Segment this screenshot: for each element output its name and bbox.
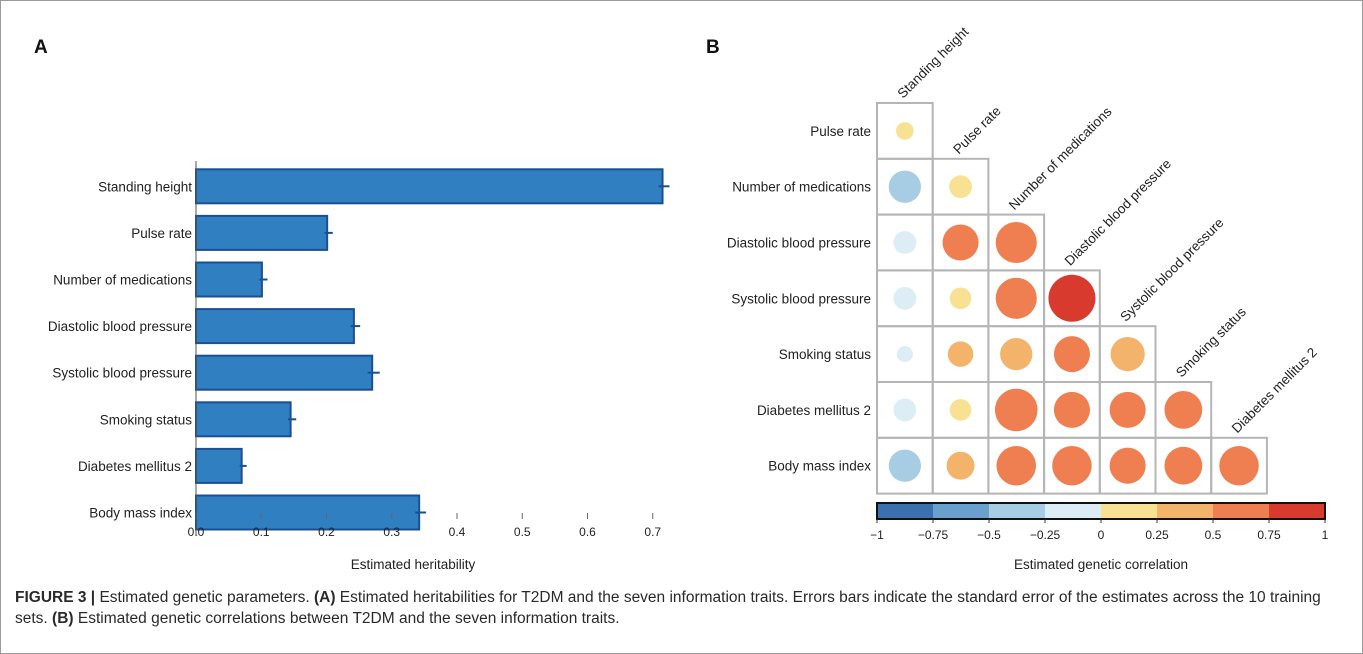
correlation-circle xyxy=(996,445,1037,486)
caption-label: FIGURE 3 | xyxy=(15,589,96,606)
bar xyxy=(195,401,292,438)
legend-swatch xyxy=(1269,503,1325,519)
panel-b-label: B xyxy=(706,37,720,58)
correlation-circle xyxy=(888,170,921,203)
correlation-circle xyxy=(893,286,917,310)
matrix-row-label: Smoking status xyxy=(779,347,872,362)
legend-swatch xyxy=(1213,503,1269,519)
correlation-circle xyxy=(1164,446,1203,485)
matrix-cell xyxy=(1210,436,1268,495)
bar-category-label: Body mass index xyxy=(89,506,192,521)
bar-category-label: Systolic blood pressure xyxy=(52,366,192,381)
bar xyxy=(195,214,329,251)
correlation-circle xyxy=(1109,447,1146,484)
bar-category-label: Diastolic blood pressure xyxy=(48,319,192,334)
correlation-circle xyxy=(946,451,975,480)
correlation-circle xyxy=(994,388,1038,432)
caption-text-2: Estimated heritabilities for T2DM and th… xyxy=(15,589,1321,627)
x-tick-label: 0.4 xyxy=(449,525,466,539)
correlation-circle xyxy=(1219,445,1259,486)
bar-category-label: Number of medications xyxy=(53,273,192,288)
legend-tick-label: −0.25 xyxy=(1030,528,1061,542)
correlation-circle xyxy=(1110,336,1145,372)
correlation-circle xyxy=(1053,391,1090,428)
correlation-circle xyxy=(942,224,979,261)
caption-text-1: Estimated genetic parameters. xyxy=(95,589,314,606)
caption-b-marker: (B) xyxy=(52,610,74,627)
correlation-circle xyxy=(995,277,1037,319)
legend-swatch xyxy=(1157,503,1213,519)
legend-tick-label: 0 xyxy=(1098,528,1105,542)
correlation-circle xyxy=(1053,336,1090,373)
correlation-circle xyxy=(1109,391,1146,428)
correlation-circle xyxy=(1000,337,1033,371)
figure-caption: FIGURE 3 | Estimated genetic parameters.… xyxy=(15,587,1350,629)
legend-swatch xyxy=(933,503,989,519)
correlation-circle xyxy=(949,287,972,310)
x-tick-label: 0.2 xyxy=(318,525,335,539)
x-tick-label: 0.7 xyxy=(644,525,661,539)
legend-swatch xyxy=(1045,503,1101,519)
legend-tick-label: 0.25 xyxy=(1145,528,1169,542)
matrix-row-label: Diabetes mellitus 2 xyxy=(757,403,871,418)
correlation-circle xyxy=(949,175,972,199)
legend-swatch xyxy=(877,503,933,519)
x-tick-label: 0.0 xyxy=(188,525,205,539)
correlation-circle xyxy=(896,346,913,363)
bar-category-label: Smoking status xyxy=(100,412,193,427)
matrix-column-label: Diabetes mellitus 2 xyxy=(1229,345,1320,436)
bar xyxy=(195,261,263,298)
matrix-row-label: Pulse rate xyxy=(810,124,871,139)
matrix-column-label: Systolic blood pressure xyxy=(1117,215,1226,324)
legend-tick-label: −1 xyxy=(870,528,884,542)
correlation-circle xyxy=(1052,445,1092,486)
x-axis-label: Estimated heritability xyxy=(351,557,476,572)
correlation-circle xyxy=(888,449,921,482)
matrix-column-label: Diastolic blood pressure xyxy=(1062,156,1174,268)
bar-category-label: Pulse rate xyxy=(131,226,192,241)
correlation-circle xyxy=(896,122,914,140)
correlation-circle xyxy=(893,398,917,422)
matrix-row-label: Diastolic blood pressure xyxy=(727,236,871,251)
panel-a-label: A xyxy=(34,37,48,58)
bar xyxy=(195,354,374,391)
correlation-circle xyxy=(1048,274,1096,322)
matrix-row-label: Body mass index xyxy=(768,459,871,474)
matrix-row-label: Number of medications xyxy=(732,180,871,195)
correlation-circle xyxy=(1164,390,1203,429)
legend-tick-label: 0.5 xyxy=(1205,528,1222,542)
bar-category-label: Diabetes mellitus 2 xyxy=(78,459,192,474)
caption-text-3: Estimated genetic correlations between T… xyxy=(73,610,620,627)
legend-swatch xyxy=(1101,503,1157,519)
legend-tick-label: −0.75 xyxy=(918,528,949,542)
matrix-column-label: Number of medications xyxy=(1006,104,1115,213)
bar xyxy=(195,308,355,345)
matrix-row-label: Systolic blood pressure xyxy=(731,291,871,306)
x-tick-label: 0.5 xyxy=(514,525,531,539)
correlation-circle xyxy=(995,221,1037,264)
caption-a-marker: (A) xyxy=(313,589,336,606)
matrix-column-label: Smoking status xyxy=(1173,304,1249,380)
correlation-circle xyxy=(893,231,917,254)
matrix-column-label: Standing height xyxy=(895,24,972,101)
x-tick-label: 0.1 xyxy=(253,525,270,539)
bar-category-label: Standing height xyxy=(98,179,192,194)
legend-tick-label: 1 xyxy=(1322,528,1329,542)
legend-tick-label: 0.75 xyxy=(1257,528,1281,542)
correlation-circle xyxy=(947,341,974,367)
legend-tick-label: −0.5 xyxy=(977,528,1001,542)
matrix-column-label: Pulse rate xyxy=(950,103,1004,157)
x-tick-label: 0.6 xyxy=(579,525,596,539)
legend-swatch xyxy=(989,503,1045,519)
bar xyxy=(195,447,243,484)
bar xyxy=(195,168,664,205)
correlation-circle xyxy=(949,399,972,421)
legend-title: Estimated genetic correlation xyxy=(1014,557,1188,572)
x-tick-label: 0.3 xyxy=(383,525,400,539)
